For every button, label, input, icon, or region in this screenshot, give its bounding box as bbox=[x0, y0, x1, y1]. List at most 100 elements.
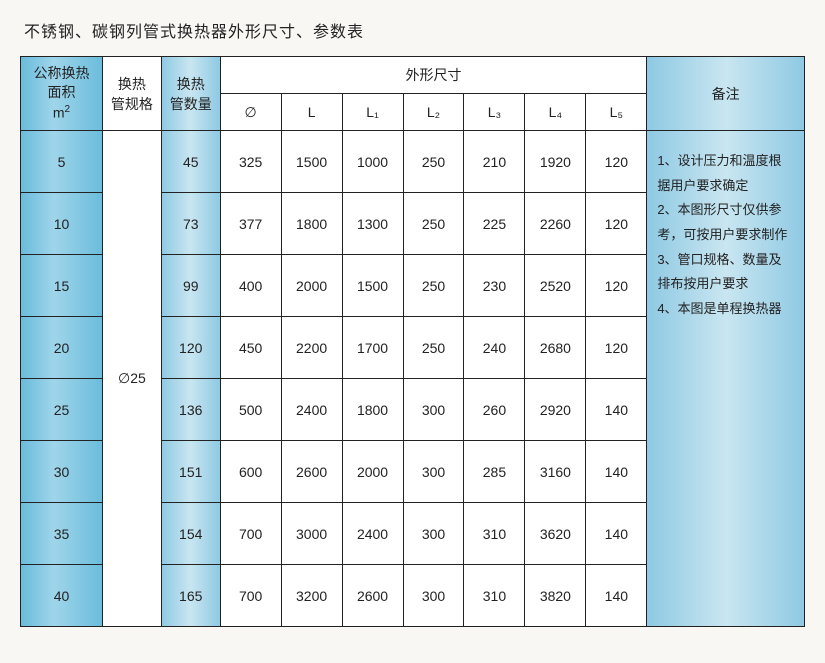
cell-qty: 120 bbox=[161, 317, 220, 379]
remark-line: 2、本图形尺寸仅供参考，可按用户要求制作 bbox=[657, 198, 794, 247]
col-header-dim-group: 外形尺寸 bbox=[220, 57, 647, 94]
cell-qty: 154 bbox=[161, 503, 220, 565]
cell-qty: 136 bbox=[161, 379, 220, 441]
cell-c: 700 bbox=[220, 565, 281, 627]
cell-L2: 250 bbox=[403, 317, 464, 379]
cell-L: 1800 bbox=[281, 193, 342, 255]
cell-qty: 73 bbox=[161, 193, 220, 255]
cell-L4: 2260 bbox=[525, 193, 586, 255]
spec-header-l2: 管规格 bbox=[111, 96, 153, 112]
cell-L1: 1300 bbox=[342, 193, 403, 255]
cell-remarks: 1、设计压力和温度根据用户要求确定2、本图形尺寸仅供参考，可按用户要求制作3、管… bbox=[647, 131, 805, 627]
cell-qty: 45 bbox=[161, 131, 220, 193]
area-unit-sup: 2 bbox=[65, 104, 71, 115]
col-header-remark: 备注 bbox=[647, 57, 805, 131]
col-header-L2: L₂ bbox=[403, 94, 464, 131]
spec-table: 公称换热 面积 m2 换热 管规格 换热 管数量 外形尺寸 备注 ∅ L L₁ … bbox=[20, 56, 805, 627]
cell-L5: 120 bbox=[586, 317, 647, 379]
cell-L2: 250 bbox=[403, 255, 464, 317]
cell-L: 3200 bbox=[281, 565, 342, 627]
cell-qty: 151 bbox=[161, 441, 220, 503]
cell-L3: 310 bbox=[464, 503, 525, 565]
cell-L4: 3820 bbox=[525, 565, 586, 627]
cell-c: 400 bbox=[220, 255, 281, 317]
cell-spec: ∅25 bbox=[102, 131, 161, 627]
page-title: 不锈钢、碳钢列管式换热器外形尺寸、参数表 bbox=[24, 18, 805, 42]
col-header-area: 公称换热 面积 m2 bbox=[21, 57, 103, 131]
cell-L: 2200 bbox=[281, 317, 342, 379]
cell-area: 5 bbox=[21, 131, 103, 193]
area-header-l2: 面积 bbox=[47, 84, 75, 100]
remark-line: 1、设计压力和温度根据用户要求确定 bbox=[657, 149, 794, 198]
cell-L2: 300 bbox=[403, 565, 464, 627]
cell-area: 30 bbox=[21, 441, 103, 503]
cell-L: 3000 bbox=[281, 503, 342, 565]
cell-L4: 2920 bbox=[525, 379, 586, 441]
cell-L: 2600 bbox=[281, 441, 342, 503]
col-header-L3: L₃ bbox=[464, 94, 525, 131]
cell-area: 20 bbox=[21, 317, 103, 379]
cell-L1: 2400 bbox=[342, 503, 403, 565]
cell-L5: 140 bbox=[586, 441, 647, 503]
table-row: 5∅25453251500100025021019201201、设计压力和温度根… bbox=[21, 131, 805, 193]
col-header-c: ∅ bbox=[220, 94, 281, 131]
remark-line: 3、管口规格、数量及排布按用户要求 bbox=[657, 248, 794, 297]
cell-L1: 2000 bbox=[342, 441, 403, 503]
cell-L4: 3620 bbox=[525, 503, 586, 565]
remark-line: 4、本图是单程换热器 bbox=[657, 297, 794, 322]
cell-L2: 300 bbox=[403, 379, 464, 441]
spec-header-l1: 换热 bbox=[118, 76, 146, 92]
area-header-l1: 公称换热 bbox=[33, 65, 89, 81]
cell-L: 2000 bbox=[281, 255, 342, 317]
cell-L: 2400 bbox=[281, 379, 342, 441]
col-header-L5: L₅ bbox=[586, 94, 647, 131]
cell-L1: 1000 bbox=[342, 131, 403, 193]
cell-L4: 2520 bbox=[525, 255, 586, 317]
cell-L3: 225 bbox=[464, 193, 525, 255]
cell-L5: 140 bbox=[586, 503, 647, 565]
col-header-L1: L₁ bbox=[342, 94, 403, 131]
cell-L1: 1500 bbox=[342, 255, 403, 317]
cell-L2: 250 bbox=[403, 131, 464, 193]
cell-L2: 250 bbox=[403, 193, 464, 255]
col-header-qty: 换热 管数量 bbox=[161, 57, 220, 131]
cell-L5: 120 bbox=[586, 255, 647, 317]
cell-L2: 300 bbox=[403, 441, 464, 503]
cell-area: 10 bbox=[21, 193, 103, 255]
cell-area: 35 bbox=[21, 503, 103, 565]
cell-c: 700 bbox=[220, 503, 281, 565]
cell-L3: 210 bbox=[464, 131, 525, 193]
cell-qty: 165 bbox=[161, 565, 220, 627]
cell-c: 325 bbox=[220, 131, 281, 193]
area-unit-base: m bbox=[53, 105, 65, 121]
cell-L3: 310 bbox=[464, 565, 525, 627]
cell-L4: 3160 bbox=[525, 441, 586, 503]
cell-L3: 260 bbox=[464, 379, 525, 441]
cell-c: 377 bbox=[220, 193, 281, 255]
cell-c: 600 bbox=[220, 441, 281, 503]
qty-header-l1: 换热 bbox=[177, 76, 205, 92]
cell-area: 40 bbox=[21, 565, 103, 627]
cell-c: 500 bbox=[220, 379, 281, 441]
cell-L4: 1920 bbox=[525, 131, 586, 193]
cell-L: 1500 bbox=[281, 131, 342, 193]
col-header-L4: L₄ bbox=[525, 94, 586, 131]
cell-L3: 240 bbox=[464, 317, 525, 379]
col-header-spec: 换热 管规格 bbox=[102, 57, 161, 131]
cell-L4: 2680 bbox=[525, 317, 586, 379]
cell-L1: 1800 bbox=[342, 379, 403, 441]
cell-area: 25 bbox=[21, 379, 103, 441]
cell-L5: 140 bbox=[586, 565, 647, 627]
cell-area: 15 bbox=[21, 255, 103, 317]
cell-c: 450 bbox=[220, 317, 281, 379]
cell-L1: 1700 bbox=[342, 317, 403, 379]
cell-qty: 99 bbox=[161, 255, 220, 317]
cell-L5: 140 bbox=[586, 379, 647, 441]
cell-L3: 230 bbox=[464, 255, 525, 317]
cell-L5: 120 bbox=[586, 193, 647, 255]
cell-L1: 2600 bbox=[342, 565, 403, 627]
cell-L3: 285 bbox=[464, 441, 525, 503]
qty-header-l2: 管数量 bbox=[170, 96, 212, 112]
cell-L2: 300 bbox=[403, 503, 464, 565]
col-header-L: L bbox=[281, 94, 342, 131]
